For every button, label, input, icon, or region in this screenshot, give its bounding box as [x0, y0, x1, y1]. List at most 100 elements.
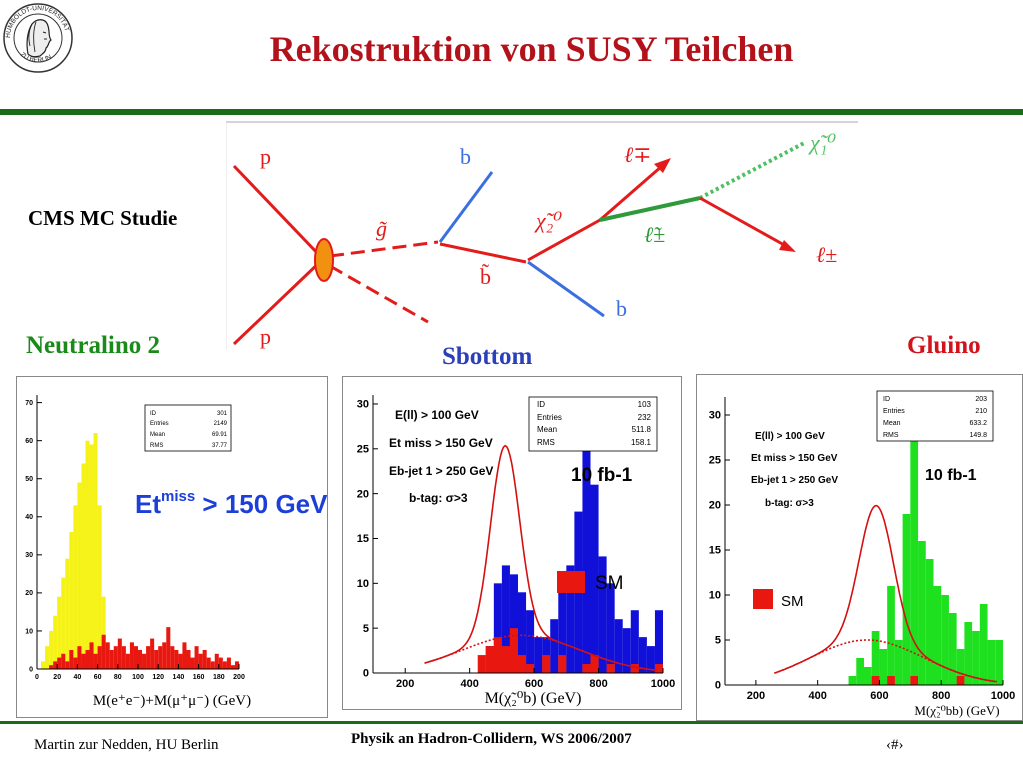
x-tick-label: 200 [747, 690, 765, 702]
bar [630, 664, 639, 673]
label-gluino: g̃ [376, 216, 387, 241]
bar [178, 653, 183, 669]
label-slepton: ℓ̃± [644, 222, 665, 247]
bar [925, 559, 934, 685]
bar [194, 646, 199, 669]
bar [622, 628, 631, 673]
bar [85, 440, 90, 669]
y-tick-label: 25 [709, 455, 721, 467]
bar [73, 505, 78, 669]
label-p-bottom: p [260, 324, 271, 349]
bar [73, 657, 78, 669]
bar [230, 665, 235, 669]
bar [918, 541, 926, 685]
bar [590, 484, 599, 673]
bar [133, 646, 138, 669]
bar [558, 655, 567, 673]
cut-3: Eb-jet 1 > 250 GeV [389, 464, 493, 478]
bar [93, 653, 98, 669]
luminosity-label: 10 fb-1 [925, 467, 977, 484]
bar [987, 640, 996, 685]
label-neutralino1: χ̃₁⁰ [808, 130, 836, 155]
stat-val: 103 [638, 400, 652, 409]
bar [77, 482, 82, 669]
bar [964, 622, 973, 685]
stat-key: Entries [537, 413, 562, 422]
bar [864, 667, 872, 685]
y-tick-label: 70 [25, 400, 33, 407]
bar [518, 655, 527, 673]
x-tick-label: 140 [173, 674, 185, 681]
x-tick-label: 400 [460, 678, 478, 690]
bar [182, 642, 187, 669]
bar [214, 653, 219, 669]
bar [910, 676, 919, 685]
bar [902, 514, 911, 685]
y-tick-label: 20 [357, 488, 369, 500]
stat-key: ID [537, 400, 545, 409]
y-tick-label: 30 [357, 399, 369, 411]
y-tick-label: 20 [25, 590, 33, 597]
bar [630, 610, 639, 673]
histogram: 200 400 600 800 1000 0 5 10 15 20 25 30 [709, 397, 1015, 702]
x-tick-label: 20 [53, 674, 61, 681]
y-tick-label: 30 [709, 410, 721, 422]
x-tick-label: 180 [213, 674, 225, 681]
panel-sbottom: 200 400 600 800 1000 0 5 10 15 20 25 30 E(ll) > 100… [342, 376, 682, 710]
bar [234, 661, 239, 669]
bar [956, 649, 965, 685]
bar [206, 657, 211, 669]
x-axis-title: M(χ̃₂⁰bb) (GeV) [914, 703, 999, 718]
bar [53, 615, 58, 669]
label-b-bottom: b [616, 296, 627, 321]
bar [117, 638, 122, 669]
bar [49, 665, 54, 669]
label-sbottom: b̃ [480, 264, 491, 289]
stat-key: Mean [537, 425, 557, 434]
stat-key: RMS [883, 432, 899, 439]
bar [150, 638, 155, 669]
y-tick-label: 0 [715, 680, 721, 692]
y-tick-label: 50 [25, 476, 33, 483]
bar [590, 655, 599, 673]
bar [493, 637, 502, 673]
bar [501, 565, 510, 673]
bar [218, 657, 223, 669]
bar [972, 631, 980, 685]
bar [162, 642, 167, 669]
bar [57, 657, 62, 669]
histogram: 0 20 40 60 80 100 120 140 160 180 200 0 10 20 30 40 50 60… [25, 395, 245, 681]
cut-4: b-tag: σ>3 [765, 498, 814, 509]
bar [558, 592, 567, 673]
legend-sm-label: SM [595, 573, 624, 594]
y-tick-label: 30 [25, 552, 33, 559]
legend-sm-swatch [557, 571, 585, 593]
bar [509, 574, 518, 673]
label-p-top: p [260, 144, 271, 169]
bar [856, 658, 864, 685]
stat-val: 69.91 [212, 432, 228, 438]
bar [190, 657, 195, 669]
bar [101, 596, 106, 669]
bar [97, 505, 102, 669]
bar [125, 653, 130, 669]
stat-val: 2149 [214, 421, 228, 427]
x-tick-label: 160 [193, 674, 205, 681]
x-tick-label: 600 [525, 678, 543, 690]
bar [526, 610, 535, 673]
study-label: CMS MC Studie [28, 206, 178, 230]
bar [222, 661, 227, 669]
bar [81, 653, 86, 669]
bar [154, 649, 159, 669]
y-tick-label: 10 [357, 578, 369, 590]
bar [582, 421, 591, 673]
bar [493, 583, 502, 673]
luminosity-label: 10 fb-1 [571, 465, 633, 486]
stat-val: 511.8 [632, 425, 652, 434]
bar [142, 653, 147, 669]
stat-key: Entries [883, 408, 905, 415]
fit-curve [424, 444, 657, 671]
bar [202, 649, 207, 669]
bar [65, 661, 70, 669]
x-tick-label: 80 [114, 674, 122, 681]
